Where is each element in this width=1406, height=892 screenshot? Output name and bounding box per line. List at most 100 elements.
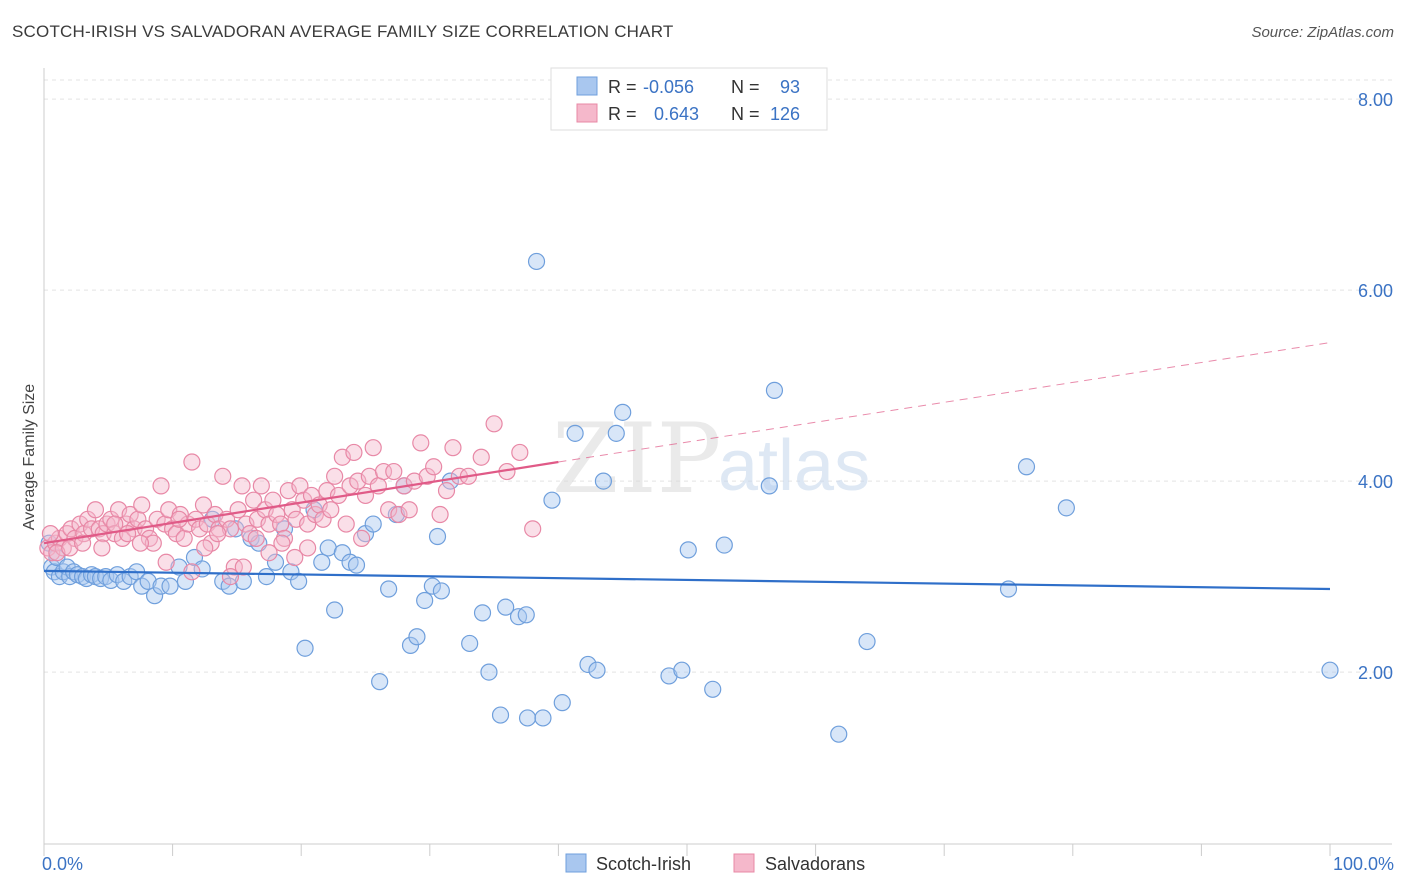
point-0-89 [858,632,876,651]
legend-n-label-1: N = [731,104,760,124]
point-0-79 [607,424,625,442]
point-0-61 [432,582,450,600]
point-0-44 [313,553,331,571]
point-1-60 [272,515,290,533]
point-1-24 [133,496,151,514]
point-1-106 [41,525,60,543]
point-1-88 [385,462,403,481]
point-0-23 [145,587,164,605]
point-0-71 [527,252,546,271]
point-0-87 [765,381,784,399]
point-0-17 [108,566,126,584]
point-1-27 [144,534,162,552]
point-1-121 [247,529,265,548]
point-1-35 [175,529,193,548]
point-1-89 [390,505,408,524]
point-1-97 [437,482,456,500]
y-tick-label-2: 2.00 [1358,663,1393,683]
point-1-117 [196,539,214,557]
point-0-59 [423,577,441,595]
point-0-66 [491,706,510,724]
point-0-51 [364,515,382,533]
point-0-49 [347,556,366,574]
point-0-83 [679,541,697,559]
point-1-122 [260,544,278,562]
point-0-57 [408,628,426,646]
legend-swatch-salvadorans [576,103,598,123]
watermark-atlas: atlas [718,426,870,506]
point-0-52 [371,673,389,691]
point-1-6 [62,520,80,538]
point-0-56 [401,636,420,654]
point-0-65 [480,663,498,681]
legend-r-value-0: -0.056 [643,77,694,97]
watermark-zip: ZIP [552,403,721,515]
point-1-74 [326,467,344,485]
point-0-75 [566,424,584,442]
point-1-61 [275,529,294,548]
source-label: Source: ZipAtlas.com [1251,24,1394,41]
x-ticks [43,844,1331,856]
point-0-86 [760,477,778,495]
point-1-77 [337,515,355,533]
legend-bottom-swatch-salvadorans [733,853,755,873]
legend-bottom-label-scotch-irish: Scotch-Irish [596,854,691,874]
point-0-64 [473,604,492,622]
point-1-110 [93,539,111,557]
point-0-41 [290,572,308,590]
point-0-77 [588,661,606,679]
point-0-74 [553,694,571,712]
point-1-113 [131,534,150,552]
point-1-104 [511,443,529,462]
point-0-60 [428,527,447,546]
legend-r-label-0: R = [608,77,637,97]
trend-line-0 [43,569,1331,591]
point-1-29 [152,477,170,495]
legend-bottom-swatch-scotch-irish [565,853,587,873]
point-1-118 [209,525,227,543]
point-1-120 [234,558,252,576]
point-1-65 [291,477,309,495]
point-1-81 [353,529,371,548]
x-tick-label-max: 100.0% [1333,854,1394,874]
y-tick-label-4: 4.00 [1358,472,1393,492]
point-1-109 [73,534,92,552]
point-1-115 [170,510,188,528]
point-1-37 [183,453,201,471]
legend-n-label-0: N = [731,77,760,97]
point-1-73 [322,501,340,519]
point-1-91 [400,501,418,519]
point-1-123 [273,534,291,552]
point-1-95 [425,458,443,476]
point-0-93 [1321,661,1339,679]
point-0-63 [461,634,479,653]
point-1-96 [431,505,449,524]
point-1-58 [264,491,282,509]
point-1-105 [524,520,542,538]
point-0-85 [715,536,733,554]
point-1-125 [299,539,317,557]
point-0-76 [579,655,597,674]
chart-title: SCOTCH-IRISH VS SALVADORAN AVERAGE FAMIL… [12,22,674,41]
trend-extension-1 [558,342,1331,463]
x-tick-label-min: 0.0% [42,854,83,874]
point-1-98 [444,439,462,457]
series-scotch-irish-points [40,252,1339,743]
point-0-88 [830,725,848,743]
legend-bottom: Scotch-Irish Salvadorans [565,853,865,874]
point-0-91 [1017,458,1036,476]
legend-n-value-1: 126 [770,104,800,124]
trend-lines [43,342,1331,591]
point-0-26 [170,558,188,576]
point-1-79 [345,443,363,462]
y-axis-label: Average Family Size [21,384,38,531]
point-0-42 [296,639,314,657]
point-1-107 [48,544,66,562]
legend-bottom-label-salvadorans: Salvadorans [765,854,865,874]
legend-swatch-scotch-irish [576,76,598,96]
series-salvadorans-points [39,415,542,586]
point-1-114 [157,553,175,571]
point-0-25 [161,577,179,595]
axes [43,68,1392,845]
point-1-49 [229,501,247,519]
